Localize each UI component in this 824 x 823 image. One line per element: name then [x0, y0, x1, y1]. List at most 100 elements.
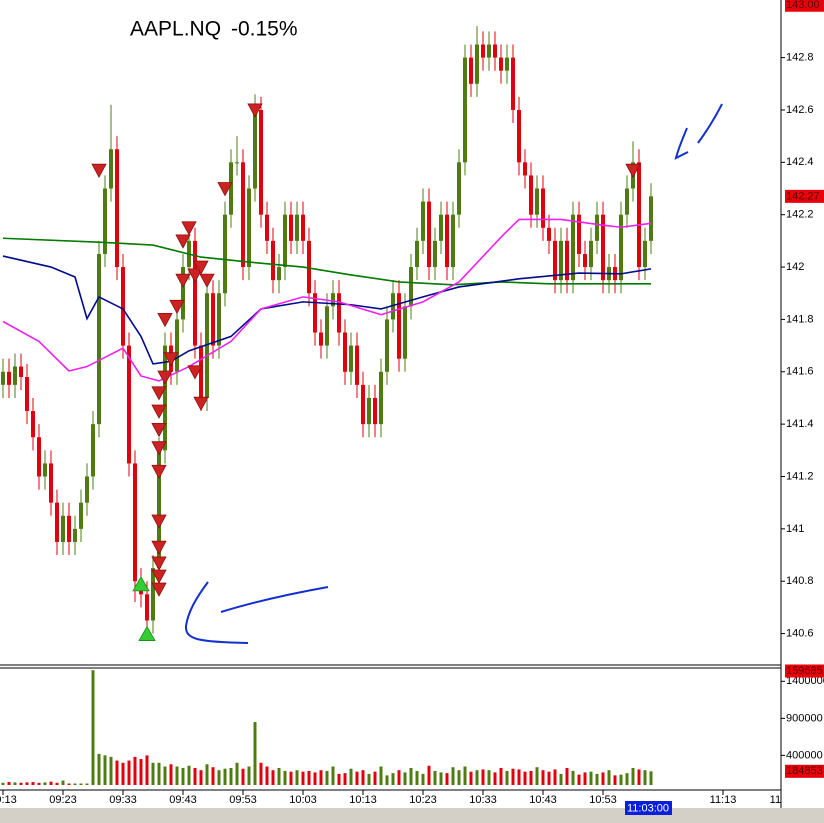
candle-body	[73, 528, 77, 542]
volume-bar	[307, 770, 311, 785]
candle-body	[259, 109, 263, 215]
volume-bar	[187, 765, 191, 785]
price-label-box	[785, 189, 824, 203]
candle-body	[61, 515, 65, 542]
volume-bar	[145, 755, 149, 785]
volume-bar	[337, 773, 341, 785]
volume-bar	[91, 670, 95, 785]
volume-bar	[193, 767, 197, 785]
candle-body	[31, 411, 35, 438]
annotations: AAPL.NQ -0.15% 11:03:00	[130, 18, 723, 815]
sell-signal	[151, 404, 167, 419]
candle-body	[457, 162, 461, 215]
volume-bar	[535, 767, 539, 785]
candle-body	[547, 227, 551, 241]
volume-bar	[31, 782, 35, 785]
volume-bar	[97, 753, 101, 785]
volume-bar	[7, 782, 11, 785]
candle-body	[637, 162, 641, 268]
volume-bar	[619, 774, 623, 785]
candle-body	[199, 345, 203, 398]
candle-body	[241, 162, 245, 268]
candle-body	[1, 371, 5, 385]
volume-bar	[109, 756, 113, 785]
candle-body	[409, 267, 413, 307]
status-strip	[0, 808, 824, 823]
volume-bar	[319, 770, 323, 785]
volume-bar	[235, 762, 239, 785]
y-tick-label: 142	[786, 261, 804, 273]
volume-bar	[403, 772, 407, 785]
candle-body	[439, 214, 443, 241]
volume-bar	[49, 781, 53, 785]
volume-bar	[643, 770, 647, 785]
sell-signal	[175, 234, 191, 249]
volume-bar	[205, 764, 209, 785]
volume-label-box	[785, 764, 824, 778]
sell-signal	[163, 352, 179, 367]
y-tick-label: 141	[786, 523, 804, 535]
volume-bar	[259, 762, 263, 785]
candle-body	[103, 188, 107, 254]
volume-bar	[1, 782, 5, 785]
buy-signal	[132, 576, 150, 592]
x-tick-label: 11:13	[710, 794, 737, 806]
hand-drawing	[697, 103, 723, 144]
price-label-box	[785, 0, 824, 12]
price-panel	[1, 26, 653, 641]
x-tick-label: 10:53	[589, 794, 617, 806]
chart-subtitle: -0.15%	[231, 18, 298, 41]
candle-body	[127, 345, 131, 464]
y-tick-label: 142.4	[786, 156, 814, 168]
volume-bar	[73, 783, 77, 785]
candle-body	[271, 240, 275, 281]
candle-body	[109, 149, 113, 189]
volume-bar	[559, 773, 563, 785]
candle-body	[517, 109, 521, 163]
volume-bar	[277, 767, 281, 785]
sell-signal	[151, 386, 167, 401]
volume-bar	[409, 767, 413, 785]
candle-body	[373, 397, 377, 425]
volume-bar	[301, 771, 305, 785]
candle-body	[463, 57, 467, 163]
candle-body	[67, 515, 71, 542]
candle-body	[541, 188, 545, 228]
sell-signal	[151, 582, 167, 597]
moving-average	[2, 237, 651, 286]
candle-body	[313, 293, 317, 333]
volume-bar	[157, 762, 161, 785]
candle-body	[97, 253, 101, 425]
candle-body	[553, 240, 557, 281]
volume-bar	[283, 770, 287, 785]
candle-body	[115, 149, 119, 268]
y-tick-label: 142.8	[786, 52, 814, 64]
candle-body	[211, 293, 215, 346]
volume-bar	[253, 722, 257, 785]
volume-bar	[469, 771, 473, 785]
candle-body	[625, 188, 629, 215]
volume-panel	[1, 670, 653, 785]
candle-body	[289, 214, 293, 241]
candle-body	[229, 162, 233, 215]
x-tick-label: 09:53	[229, 794, 257, 806]
volume-bar	[13, 782, 17, 785]
candle-body	[535, 188, 539, 215]
x-tick-label: 10:23	[409, 794, 437, 806]
volume-bar	[289, 771, 293, 785]
sell-signal	[625, 163, 641, 179]
candle-body	[349, 345, 353, 372]
volume-bar	[595, 773, 599, 785]
volume-bar	[361, 770, 365, 785]
chart-title: AAPL.NQ	[130, 18, 221, 41]
volume-bar	[625, 773, 629, 785]
candle-body	[379, 371, 383, 425]
candle-body	[619, 214, 623, 281]
volume-bar	[211, 767, 215, 785]
candle-body	[319, 332, 323, 346]
volume-bar	[421, 773, 425, 785]
y-tick-label: 140.6	[786, 627, 814, 639]
volume-bar	[223, 768, 227, 785]
volume-bar	[151, 762, 155, 785]
